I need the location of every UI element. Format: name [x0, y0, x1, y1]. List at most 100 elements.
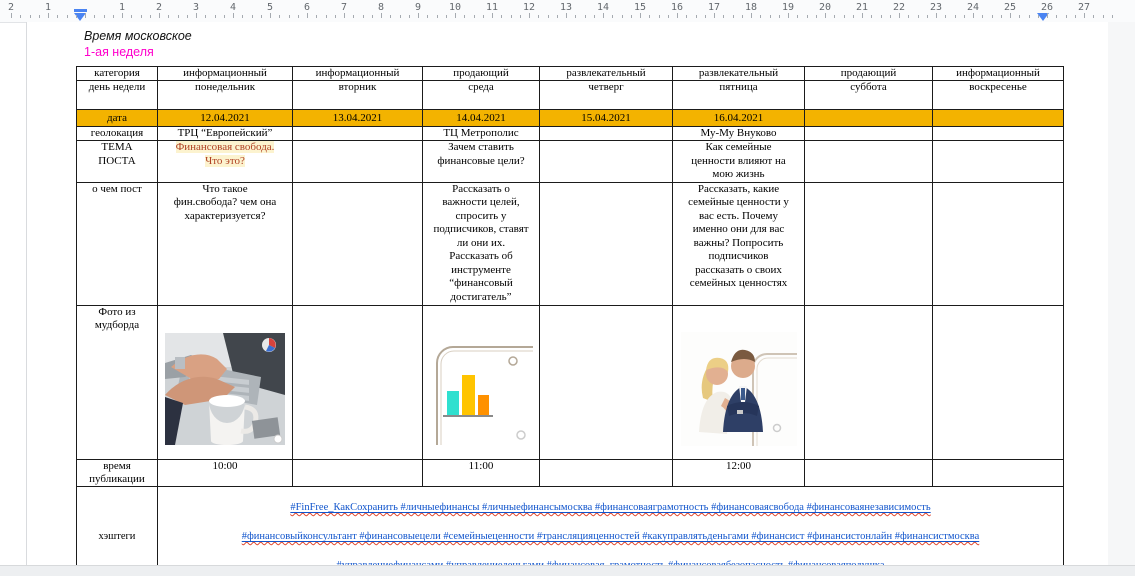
- cell-time-mon[interactable]: 10:00: [157, 458, 293, 487]
- cell-about-wed[interactable]: Рассказать о важности целей, спросить у …: [422, 181, 540, 306]
- cell-photo-mon[interactable]: [157, 304, 293, 460]
- cell-hashtags[interactable]: #FinFree_КакСохранить #личныефинансы #ли…: [157, 485, 1064, 565]
- row-label-time[interactable]: время публикации: [76, 458, 158, 487]
- ruler-tick: [1074, 15, 1076, 18]
- ruler-tick: [1047, 13, 1048, 18]
- row-label-about[interactable]: о чем пост: [76, 181, 158, 306]
- ruler-tick: [732, 15, 734, 18]
- ruler-tick: [270, 13, 271, 18]
- hashtag-line[interactable]: #управлениефинансами #управлениеденьгами…: [160, 559, 1061, 565]
- right-indent-marker[interactable]: [1037, 13, 1049, 21]
- cell-date-fri[interactable]: 16.04.2021: [672, 109, 805, 127]
- cell-category-sun[interactable]: информационный: [932, 66, 1064, 81]
- week-label[interactable]: 1-ая неделя: [84, 45, 154, 59]
- cell-time-wed[interactable]: 11:00: [422, 458, 540, 487]
- cell-photo-sun[interactable]: [932, 304, 1064, 460]
- cell-about-sat[interactable]: [804, 181, 933, 306]
- ruler-number: 4: [229, 2, 237, 13]
- ruler-tick: [954, 15, 956, 18]
- cell-day-wed[interactable]: среда: [422, 80, 540, 110]
- cell-time-tue[interactable]: [292, 458, 423, 487]
- row-label-date[interactable]: дата: [76, 109, 158, 127]
- cell-about-thu[interactable]: [539, 181, 673, 306]
- row-label-day[interactable]: день недели: [76, 80, 158, 110]
- ruler-tick: [103, 15, 105, 18]
- cell-day-mon[interactable]: понедельник: [157, 80, 293, 110]
- cell-theme-tue[interactable]: [292, 140, 423, 183]
- ruler-tick: [214, 15, 216, 18]
- cell-theme-thu[interactable]: [539, 140, 673, 183]
- cell-photo-wed[interactable]: [422, 304, 540, 460]
- row-label-hashtags[interactable]: хэштеги: [76, 485, 158, 565]
- cell-geo-wed[interactable]: ТЦ Метрополис: [422, 126, 540, 141]
- ruler-tick: [75, 15, 77, 18]
- ruler-number: 18: [744, 2, 758, 13]
- hashtag-line[interactable]: #FinFree_КакСохранить #личныефинансы #ли…: [290, 502, 931, 513]
- cell-geo-mon[interactable]: ТРЦ “Европейский”: [157, 126, 293, 141]
- left-indent-marker[interactable]: [74, 13, 86, 21]
- ruler-tick: [307, 13, 308, 18]
- cell-category-fri[interactable]: развлекательный: [672, 66, 805, 81]
- cell-date-mon[interactable]: 12.04.2021: [157, 109, 293, 127]
- cell-theme-sat[interactable]: [804, 140, 933, 183]
- row-label-geo[interactable]: геолокация: [76, 126, 158, 141]
- ruler-tick: [149, 15, 151, 18]
- cell-about-fri[interactable]: Рассказать, какие семейные ценности у ва…: [672, 181, 805, 306]
- cell-date-sun[interactable]: [932, 109, 1064, 127]
- row-label-category[interactable]: категория: [76, 66, 158, 81]
- cell-category-mon[interactable]: информационный: [157, 66, 293, 81]
- cell-geo-sat[interactable]: [804, 126, 933, 141]
- moodboard-image-bar-chart[interactable]: [429, 332, 533, 445]
- cell-day-sat[interactable]: суббота: [804, 80, 933, 110]
- cell-theme-wed[interactable]: Зачем ставить финансовые цели?: [422, 140, 540, 183]
- ruler-tick: [57, 15, 59, 18]
- hashtag-line[interactable]: #финансовыйконсультант #финансовыецели #…: [241, 531, 980, 542]
- cell-geo-thu[interactable]: [539, 126, 673, 141]
- horizontal-ruler[interactable]: 2 1 1 2 3 4 5 6 7 8 9 10 11 12 13 14 15 16 17 18 19 20 21 22 23 2…: [0, 0, 1135, 23]
- cell-category-sat[interactable]: продающий: [804, 66, 933, 81]
- cell-about-tue[interactable]: [292, 181, 423, 306]
- cell-about-sun[interactable]: [932, 181, 1064, 306]
- cell-date-sat[interactable]: [804, 109, 933, 127]
- ruler-number: 5: [266, 2, 274, 13]
- cell-time-fri[interactable]: 12:00: [672, 458, 805, 487]
- ruler-number: 2: [7, 2, 15, 13]
- moodboard-photo-laptop-hands[interactable]: [165, 332, 285, 445]
- highlighted-theme-text[interactable]: Финансовая свобода. Что это?: [175, 141, 275, 167]
- cell-date-tue[interactable]: 13.04.2021: [292, 109, 423, 127]
- cell-category-wed[interactable]: продающий: [422, 66, 540, 81]
- row-label-theme[interactable]: ТЕМА ПОСТА: [76, 140, 158, 183]
- cell-photo-thu[interactable]: [539, 304, 673, 460]
- cell-geo-tue[interactable]: [292, 126, 423, 141]
- cell-day-fri[interactable]: пятница: [672, 80, 805, 110]
- cell-photo-tue[interactable]: [292, 304, 423, 460]
- ruler-tick: [649, 15, 651, 18]
- cell-category-tue[interactable]: информационный: [292, 66, 423, 81]
- cell-geo-sun[interactable]: [932, 126, 1064, 141]
- cell-day-tue[interactable]: вторник: [292, 80, 423, 110]
- ruler-tick: [862, 13, 863, 18]
- cell-geo-fri[interactable]: Му-Му Внуково: [672, 126, 805, 141]
- ruler-number: 21: [855, 2, 869, 13]
- cell-theme-sun[interactable]: [932, 140, 1064, 183]
- moodboard-photo-couple[interactable]: [680, 331, 797, 446]
- cell-time-thu[interactable]: [539, 458, 673, 487]
- cell-time-sat[interactable]: [804, 458, 933, 487]
- cell-date-wed[interactable]: 14.04.2021: [422, 109, 540, 127]
- cell-day-thu[interactable]: четверг: [539, 80, 673, 110]
- first-line-indent-marker[interactable]: [74, 9, 87, 12]
- ruler-tick: [131, 15, 133, 18]
- cell-day-sun[interactable]: воскресенье: [932, 80, 1064, 110]
- cell-time-sun[interactable]: [932, 458, 1064, 487]
- timezone-note[interactable]: Время московское: [84, 29, 192, 43]
- cell-about-mon[interactable]: Что такое фин.свобода? чем она характери…: [157, 181, 293, 306]
- ruler-tick: [695, 15, 697, 18]
- cell-theme-fri[interactable]: Как семейные ценности влияют на мою жизн…: [672, 140, 805, 183]
- row-label-photo[interactable]: Фото из мудборда: [76, 304, 158, 460]
- cell-photo-fri[interactable]: [672, 304, 805, 460]
- cell-category-thu[interactable]: развлекательный: [539, 66, 673, 81]
- ruler-tick: [233, 13, 234, 18]
- cell-theme-mon[interactable]: Финансовая свобода. Что это?: [157, 140, 293, 183]
- cell-photo-sat[interactable]: [804, 304, 933, 460]
- cell-date-thu[interactable]: 15.04.2021: [539, 109, 673, 127]
